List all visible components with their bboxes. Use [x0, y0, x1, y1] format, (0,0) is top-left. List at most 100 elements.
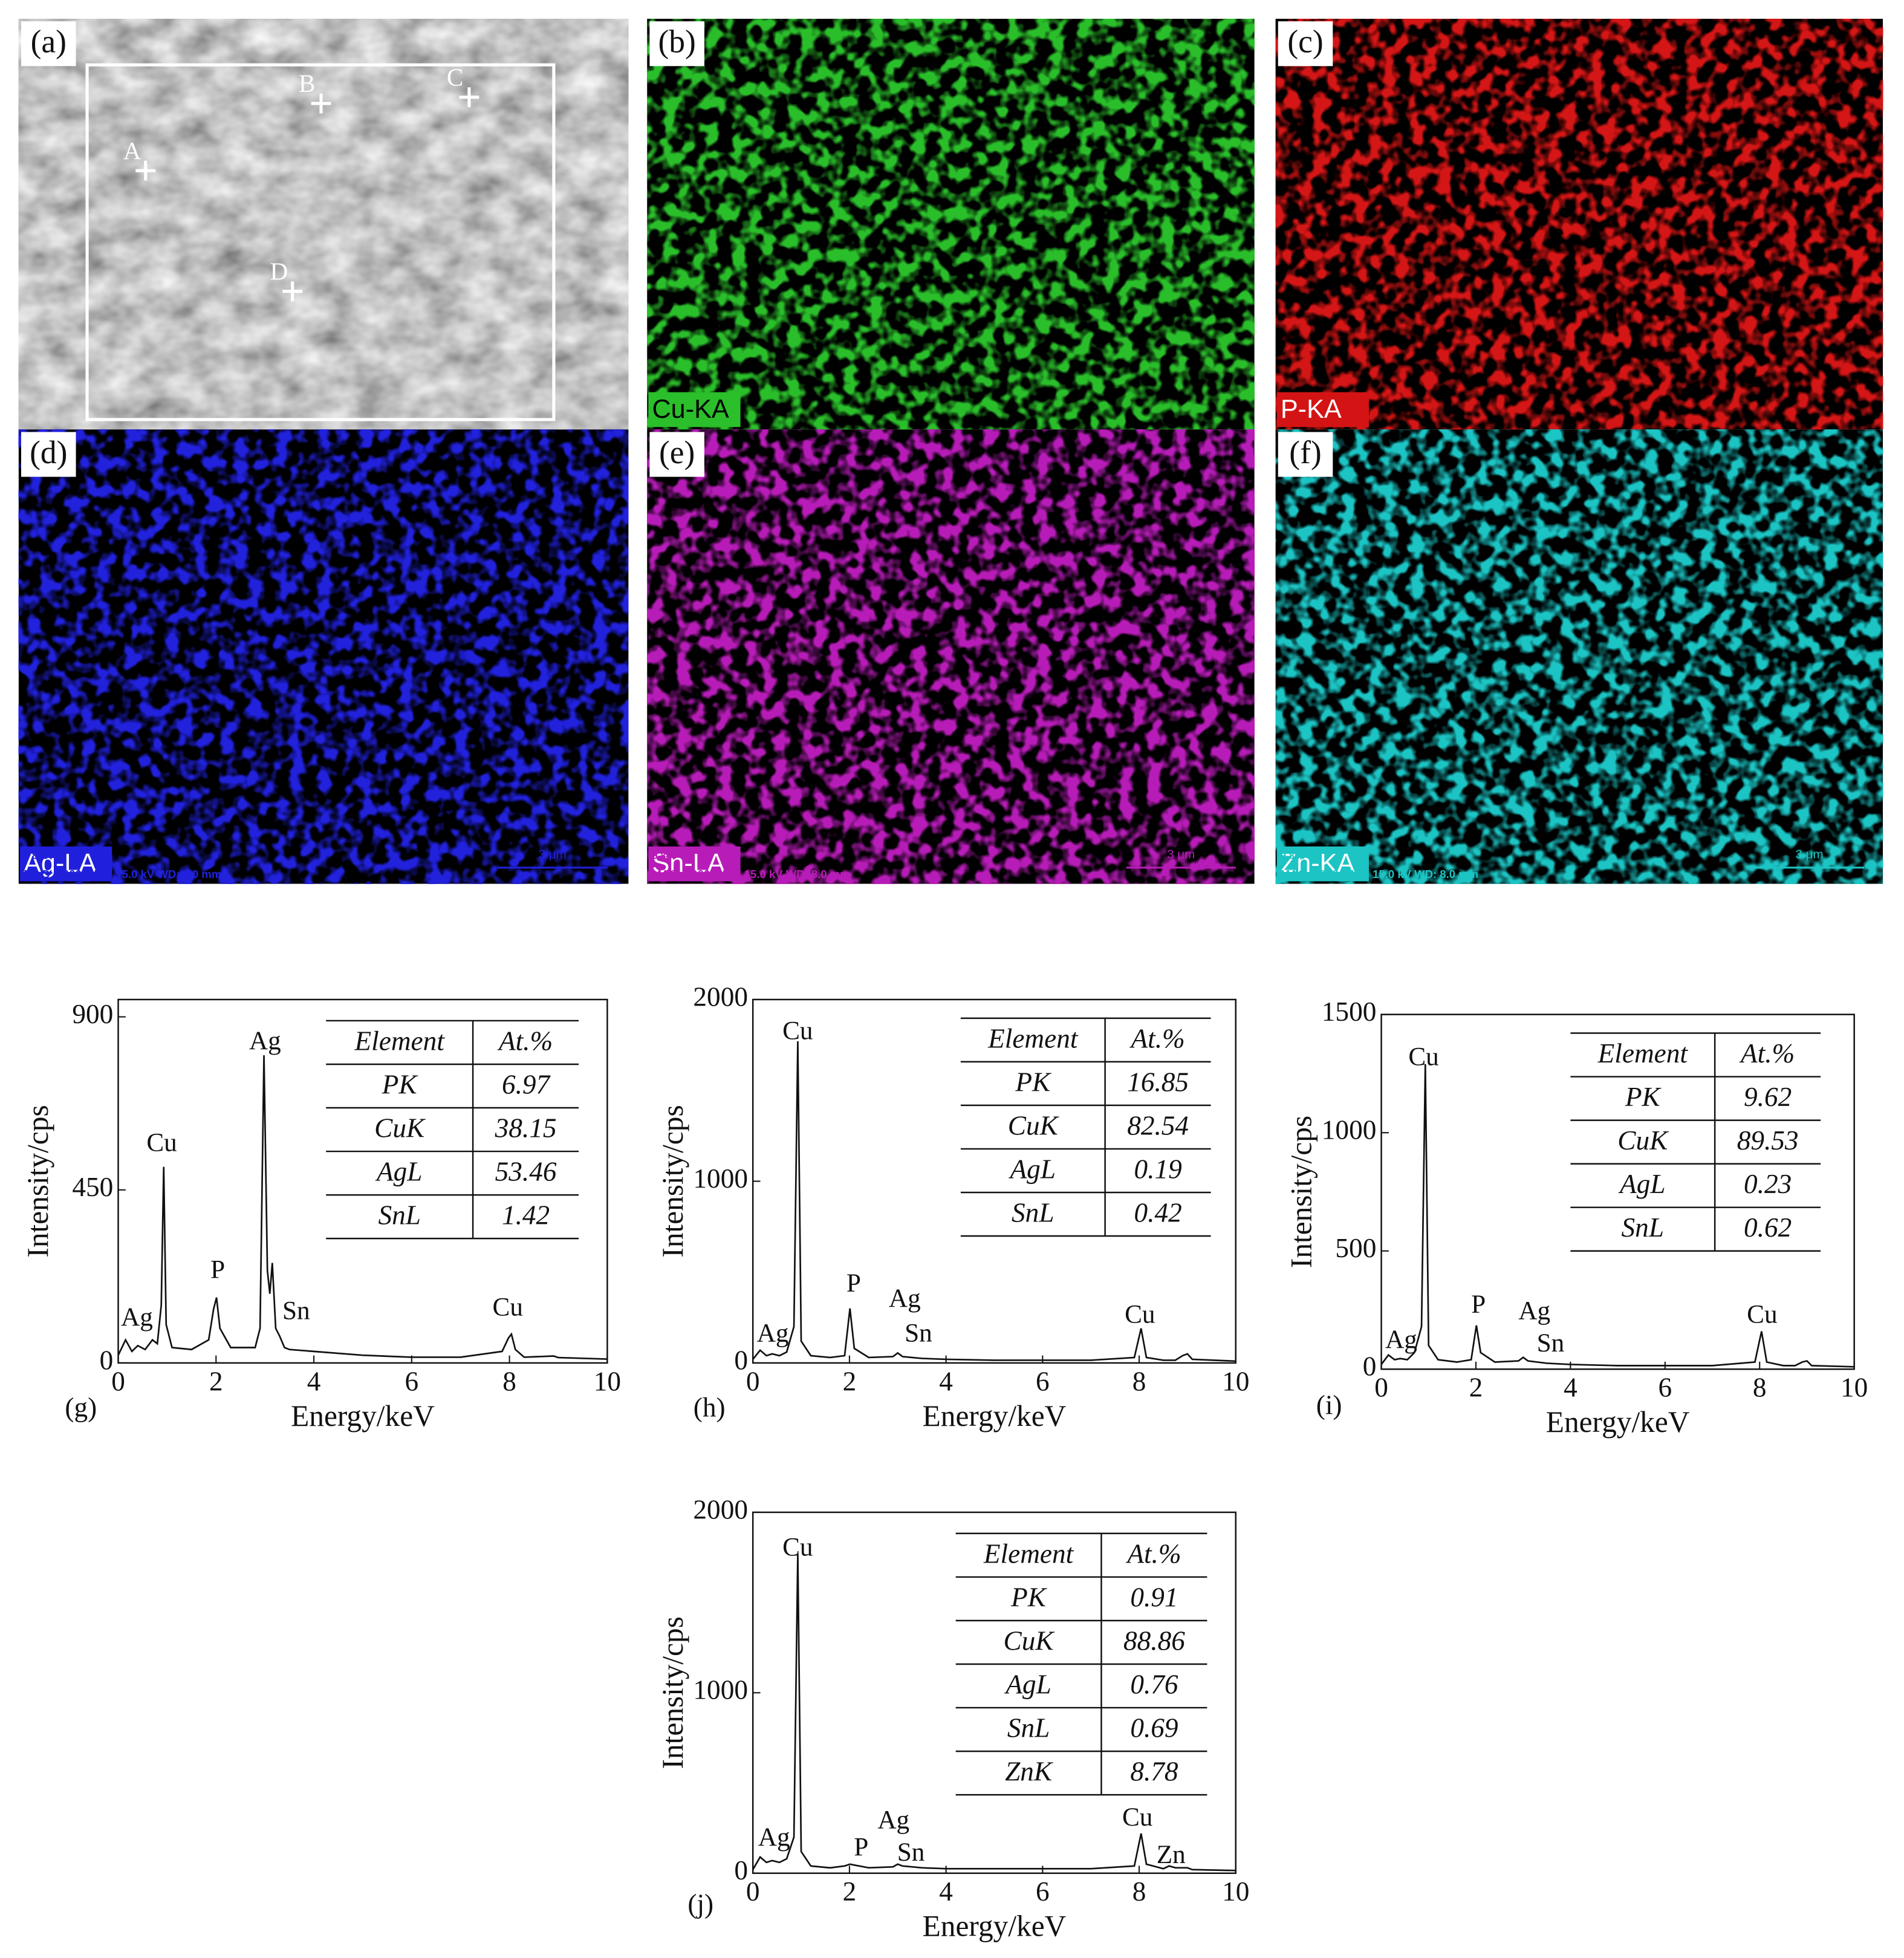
table-cell: 8.78 [1130, 1757, 1178, 1787]
x-tick-label: 8 [1753, 1373, 1767, 1403]
x-tick-label: 0 [111, 1366, 125, 1396]
point-label: B [299, 70, 315, 97]
panel-texture [1275, 19, 1883, 430]
table-cell: 53.46 [495, 1157, 557, 1187]
y-axis-label: Intensity/cps [656, 1616, 689, 1769]
peak-label: Cu [1747, 1300, 1777, 1329]
table-cell: 38.15 [495, 1113, 557, 1143]
table-cell: SnL [378, 1200, 420, 1231]
point-label: D [270, 257, 288, 285]
table-cell: 0.19 [1134, 1154, 1182, 1184]
y-tick-label: 1000 [693, 1675, 748, 1705]
table-cell: AgL [1618, 1169, 1665, 1199]
element-label: Ag-LA [24, 849, 96, 878]
peak-label: Cu [782, 1016, 813, 1045]
peak-label: Cu [1408, 1042, 1438, 1072]
x-tick-label: 4 [307, 1366, 321, 1396]
peak-label: Cu [146, 1128, 177, 1157]
y-tick-label: 0 [734, 1855, 748, 1885]
scale-label: 3 μm [1795, 848, 1823, 862]
peak-label: Ag [249, 1026, 281, 1055]
x-axis-label: Energy/keV [923, 1910, 1067, 1943]
composition-table: Element At.% PK 16.85 CuK 82.54 AgL 0.19 SnL 0.42 [960, 1017, 1211, 1237]
panel-label: (a) [31, 24, 67, 60]
x-tick-label: 6 [1659, 1373, 1672, 1403]
y-tick-label: 2000 [693, 981, 748, 1012]
map-panel: (f) Zn-KA9 849 MAG: 5000 x HV: 15.0 kV WD:… [1275, 429, 1883, 884]
spectrum-line [752, 1553, 1236, 1872]
table-cell: 0.69 [1130, 1713, 1178, 1743]
y-tick-label: 900 [72, 999, 113, 1029]
table-cell: AgL [1004, 1669, 1051, 1699]
composition-table: Element At.% PK 6.97 CuK 38.15 AgL 53.46 SnL 1.42 [326, 1020, 579, 1240]
composition-table: Element At.% PK 0.91 CuK 88.86 AgL 0.76 SnL 0.69 Z… [955, 1532, 1207, 1796]
image-info: MAG: 5000 x HV: 15.0 kV WD: 8.0 mm [652, 868, 850, 880]
y-tick-label: 1000 [693, 1163, 748, 1194]
peak-label: P [846, 1269, 861, 1298]
peak-label: Cu [1125, 1300, 1155, 1329]
analysis-region [85, 63, 556, 421]
x-tick-label: 2 [843, 1876, 857, 1907]
x-tick-label: 10 [594, 1366, 621, 1396]
table-cell: PK [1010, 1582, 1048, 1612]
y-tick-label: 0 [734, 1345, 748, 1375]
table-header: At.% [497, 1026, 553, 1056]
x-tick-label: 4 [1564, 1373, 1577, 1403]
x-tick-label: 0 [746, 1876, 760, 1907]
panel-label: (h) [694, 1393, 726, 1423]
peak-label: Sn [905, 1319, 932, 1348]
table-cell: AgL [1009, 1154, 1056, 1184]
point-label: C [447, 63, 463, 91]
table-header: At.% [1125, 1538, 1181, 1569]
y-tick-label: 2000 [693, 1494, 748, 1524]
peak-label: Cu [1122, 1803, 1152, 1832]
map-panel: (b) Cu-KA [647, 19, 1255, 430]
image-id: 9 849 [1281, 851, 1305, 862]
table-cell: SnL [1012, 1197, 1054, 1228]
y-tick-label: 500 [1335, 1233, 1376, 1263]
peak-label: Ag [758, 1823, 790, 1852]
map-panel: (d) Ag-LA9 849 MAG: 5000 x HV: 15.0 kV WD:… [18, 429, 629, 884]
x-axis-label: Energy/keV [291, 1399, 435, 1433]
map-panel: (e) Sn-LA9 849 MAG: 5000 x HV: 15.0 kV WD:… [647, 429, 1255, 884]
table-cell: CuK [1617, 1125, 1669, 1156]
table-cell: 0.23 [1744, 1169, 1792, 1199]
table-cell: 6.97 [502, 1069, 551, 1099]
point-cross [282, 281, 303, 302]
panel-label: (g) [65, 1393, 97, 1423]
table-header: At.% [1739, 1038, 1795, 1068]
plot-frame [117, 998, 608, 1364]
table-header: Element [983, 1538, 1074, 1569]
panel-texture [1275, 429, 1883, 884]
table-cell: 0.91 [1130, 1582, 1178, 1612]
x-tick-label: 2 [1469, 1373, 1483, 1403]
x-tick-label: 10 [1222, 1876, 1249, 1907]
point-cross [311, 93, 331, 114]
peak-label: Ag [757, 1319, 789, 1348]
table-cell: 0.42 [1134, 1197, 1182, 1228]
table-header: Element [1597, 1038, 1689, 1068]
panel-texture [18, 429, 629, 884]
peak-label: Sn [282, 1296, 310, 1325]
panel-label-box [1278, 21, 1333, 67]
image-id: 9 849 [24, 851, 48, 862]
table-cell: 88.86 [1123, 1625, 1185, 1656]
panel-label: (b) [658, 24, 695, 60]
panel-texture [647, 19, 1255, 430]
panel-label-box [21, 21, 76, 67]
table-cell: PK [382, 1069, 419, 1099]
element-label-box [1276, 392, 1369, 428]
spectrum-line [1380, 1064, 1854, 1368]
plot-frame [1380, 1013, 1855, 1370]
x-tick-label: 10 [1222, 1366, 1249, 1396]
peak-label: Sn [1537, 1329, 1565, 1358]
table-cell: SnL [1007, 1713, 1050, 1743]
panel-label-box [649, 21, 704, 67]
point-label: A [123, 137, 141, 164]
composition-table: Element At.% PK 9.62 CuK 89.53 AgL 0.23 SnL 0.62 [1570, 1032, 1821, 1252]
x-tick-label: 8 [1132, 1366, 1146, 1396]
panel-label: (i) [1316, 1390, 1342, 1420]
x-tick-label: 8 [1132, 1876, 1146, 1907]
image-info: MAG: 5000 x HV: 15.0 kV WD: 8.0 mm [1281, 868, 1478, 880]
